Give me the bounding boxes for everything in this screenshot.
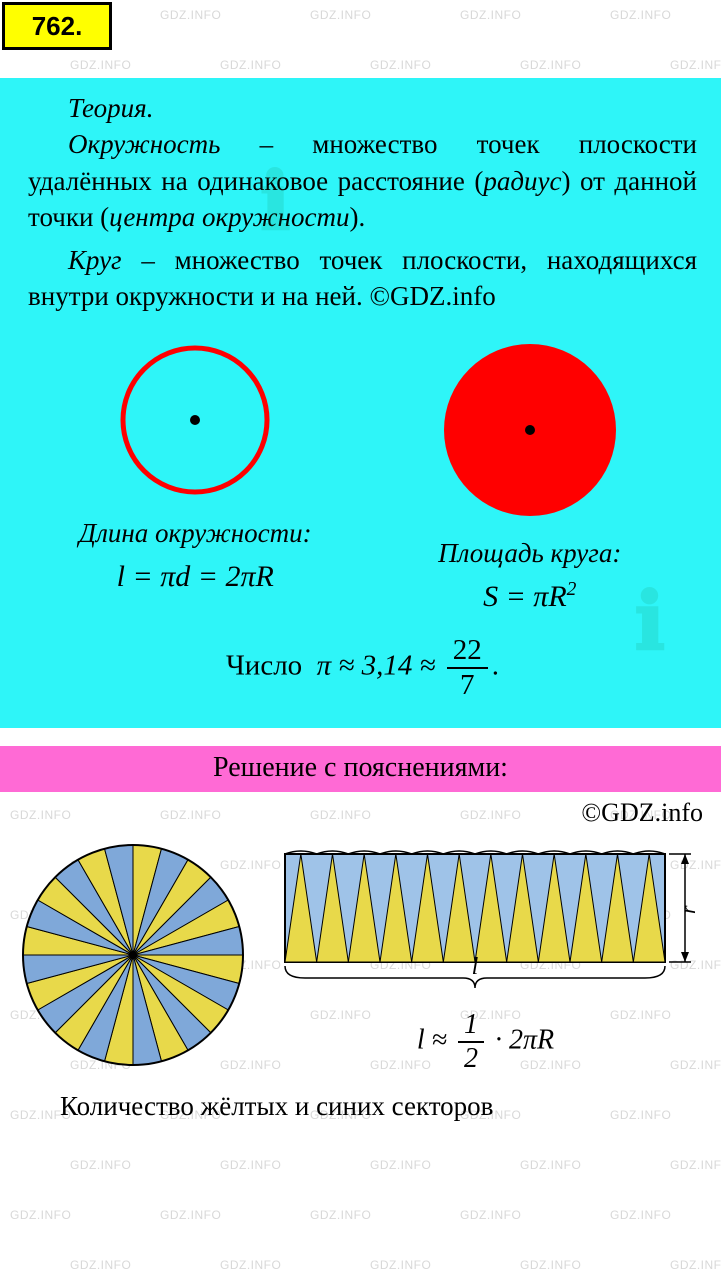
sector-circle-figure	[18, 840, 248, 1070]
strip-formula: l ≈ 1 2 · 2πR	[268, 1011, 703, 1073]
header-row: 762.	[0, 0, 721, 78]
term-radius: радиус	[483, 166, 561, 196]
circles-row: Длина окружности: l = πd = 2πR Площадь к…	[28, 335, 697, 618]
pi-fraction: 22 7	[447, 636, 488, 700]
svg-text:l: l	[471, 954, 478, 980]
term-circle: Окружность	[68, 129, 220, 159]
circumference-column: Длина окружности: l = πd = 2πR	[35, 335, 356, 618]
circle-definition: Окружность – множество точек плоскости у…	[28, 126, 697, 235]
circumference-label: Длина окружности:	[35, 515, 356, 551]
svg-text:r: r	[675, 905, 700, 914]
pi-approx: π ≈ 3,14 ≈	[317, 649, 436, 681]
circumference-formula: l = πd = 2πR	[35, 557, 356, 598]
pi-approx-row: Число π ≈ 3,14 ≈ 22 7 .	[28, 636, 697, 700]
strip-figure: rl	[271, 840, 701, 1000]
bg-logo: ℹ	[260, 148, 286, 256]
circle-outline-figure	[110, 335, 280, 505]
disk-definition: Круг – множество точек плоскости, находя…	[28, 242, 697, 315]
circle-filled-figure	[435, 335, 625, 525]
term-center: цен­тра окружности	[109, 202, 349, 232]
half-fraction: 1 2	[458, 1011, 484, 1073]
problem-number: 762.	[32, 11, 83, 42]
strip-column: rl l ≈ 1 2 · 2πR	[268, 840, 703, 1073]
bg-logo: ℹ	[635, 568, 661, 676]
copyright-text: ©GDZ.info	[0, 792, 721, 830]
pi-word: Число	[226, 649, 302, 681]
bottom-text: Количество жёлтых и синих секторов	[0, 1077, 721, 1126]
theory-block: ℹ ℹ Теория. Окружность – множество точек…	[0, 78, 721, 728]
solution-header: Решение с пояснениями:	[0, 746, 721, 792]
problem-number-badge: 762.	[2, 2, 112, 50]
theory-title: Теория.	[28, 90, 697, 126]
area-label: Площадь круга:	[369, 535, 690, 571]
diagrams-row: rl l ≈ 1 2 · 2πR	[0, 830, 721, 1077]
term-disk: Круг	[68, 245, 122, 275]
